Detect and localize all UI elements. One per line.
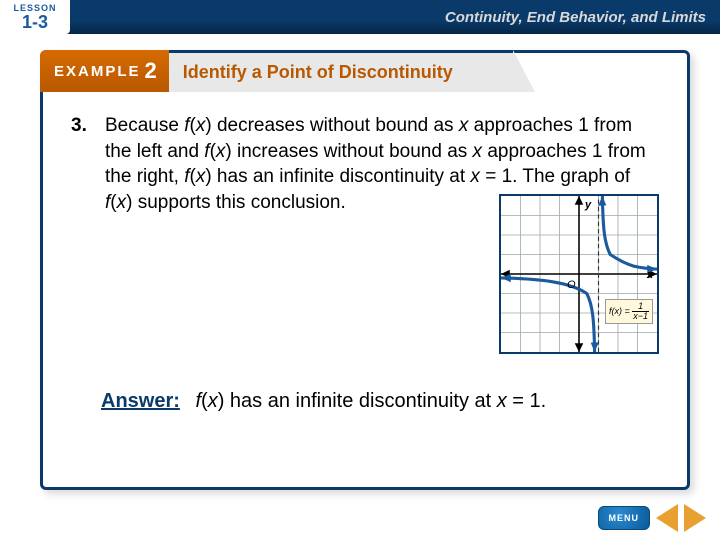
item-number: 3. bbox=[71, 113, 95, 354]
prev-arrow-icon[interactable] bbox=[656, 504, 678, 532]
body-text: 3. Because f(x) decreases without bound … bbox=[71, 113, 659, 354]
y-axis-label: y bbox=[585, 198, 591, 213]
example-title: Identify a Point of Discontinuity bbox=[183, 62, 453, 83]
example-title-wrap: Identify a Point of Discontinuity bbox=[169, 50, 513, 92]
answer-line: Answer: f(x) has an infinite discontinui… bbox=[71, 390, 659, 413]
lesson-badge: LESSON 1-3 bbox=[0, 0, 70, 34]
example-word: EXAMPLE bbox=[54, 63, 141, 80]
graph-container: y x O f(x) = 1x−1 bbox=[499, 194, 659, 354]
formula-label: f(x) = 1x−1 bbox=[605, 299, 653, 324]
x-axis-label: x bbox=[647, 268, 653, 283]
content-frame: EXAMPLE 2 Identify a Point of Discontinu… bbox=[40, 50, 690, 490]
lesson-number: 1-3 bbox=[22, 13, 48, 31]
menu-button[interactable]: MENU bbox=[598, 506, 651, 530]
answer-text: f(x) has an infinite discontinuity at x … bbox=[195, 390, 546, 412]
body-paragraph: Because f(x) decreases without bound as … bbox=[105, 113, 659, 354]
example-badge: EXAMPLE 2 bbox=[40, 50, 169, 92]
answer-label: Answer: bbox=[101, 390, 180, 412]
example-number: 2 bbox=[145, 58, 159, 84]
origin-label: O bbox=[567, 278, 576, 293]
example-tab: EXAMPLE 2 Identify a Point of Discontinu… bbox=[40, 50, 513, 92]
function-graph: y x O f(x) = 1x−1 bbox=[499, 194, 659, 354]
next-arrow-icon[interactable] bbox=[684, 504, 706, 532]
footer-nav: MENU bbox=[598, 504, 707, 532]
graph-svg bbox=[501, 196, 657, 352]
header-bar: LESSON 1-3 Continuity, End Behavior, and… bbox=[0, 0, 720, 34]
page-title: Continuity, End Behavior, and Limits bbox=[445, 9, 706, 26]
